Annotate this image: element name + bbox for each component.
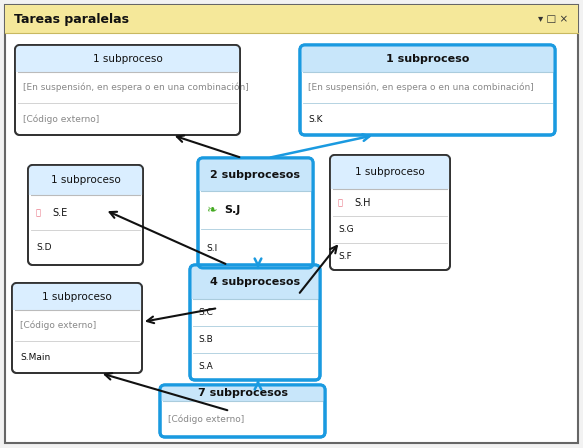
Text: S.J: S.J [224,205,240,215]
FancyBboxPatch shape [28,165,143,265]
Text: 1 subproceso: 1 subproceso [355,167,425,177]
Text: [Código externo]: [Código externo] [20,321,96,331]
Bar [15,45,240,72]
Text: [Código externo]: [Código externo] [168,414,244,423]
Text: 4 subprocesos: 4 subprocesos [210,277,300,287]
Text: 1 subproceso: 1 subproceso [51,175,120,185]
Text: ▾ □ ×: ▾ □ × [538,14,568,24]
Text: S.F: S.F [338,252,352,261]
Text: ❧: ❧ [206,204,216,217]
Text: S.H: S.H [354,198,371,208]
Text: S.D: S.D [36,243,51,252]
Text: Tareas paralelas: Tareas paralelas [14,13,129,26]
Text: S.E: S.E [52,207,67,217]
FancyBboxPatch shape [330,155,450,270]
Text: [Código externo]: [Código externo] [23,115,99,124]
Text: S.C: S.C [198,308,213,318]
Text: 2 subprocesos: 2 subprocesos [210,169,300,180]
Text: S.I: S.I [206,244,217,253]
Bar [198,158,313,191]
Text: 1 subproceso: 1 subproceso [42,292,112,302]
Bar [28,165,143,195]
Bar [5,5,578,33]
Text: 〜: 〜 [338,198,343,207]
Bar [330,155,450,190]
Text: 7 subprocesos: 7 subprocesos [198,388,287,398]
FancyBboxPatch shape [198,158,313,268]
FancyBboxPatch shape [5,5,578,443]
FancyBboxPatch shape [190,265,320,380]
Bar [300,45,555,72]
Bar [12,283,142,310]
Text: S.K: S.K [308,115,322,124]
Text: [En suspensión, en espera o en una combinación]: [En suspensión, en espera o en una combi… [308,83,534,92]
Text: 1 subproceso: 1 subproceso [386,53,469,64]
Text: S.B: S.B [198,335,213,344]
Text: S.Main: S.Main [20,353,50,362]
FancyBboxPatch shape [15,45,240,135]
Text: 〜: 〜 [36,208,41,217]
Text: [En suspensión, en espera o en una combinación]: [En suspensión, en espera o en una combi… [23,83,249,92]
Text: 1 subproceso: 1 subproceso [93,53,163,64]
Text: S.G: S.G [338,225,354,234]
FancyBboxPatch shape [160,385,325,437]
Bar [160,385,325,401]
Bar [190,265,320,300]
FancyBboxPatch shape [12,283,142,373]
FancyBboxPatch shape [300,45,555,135]
Text: S.A: S.A [198,362,213,371]
